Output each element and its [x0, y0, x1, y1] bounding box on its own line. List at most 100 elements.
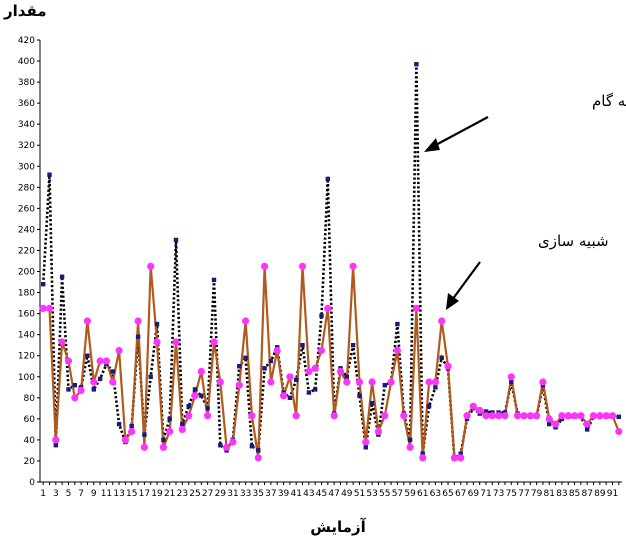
- annotation-regression-label: رگرسیون گام به گام: [592, 92, 626, 110]
- x-tick-label: 11: [101, 489, 112, 499]
- simulation-point: [589, 412, 598, 420]
- simulation-point: [381, 412, 389, 420]
- regression-point: [72, 383, 77, 388]
- regression-point: [294, 377, 299, 383]
- y-tick-label: 120: [18, 352, 35, 362]
- x-tick-label: 47: [328, 489, 339, 499]
- x-tick-label: 9: [91, 489, 97, 499]
- y-tick-label: 60: [24, 415, 36, 425]
- simulation-point: [583, 420, 591, 428]
- simulation-point: [261, 262, 269, 270]
- series-points: [39, 62, 623, 462]
- simulation-point: [545, 415, 553, 423]
- regression-point: [350, 343, 356, 348]
- x-tick-label: 69: [468, 489, 480, 499]
- simulation-point: [96, 357, 104, 365]
- regression-point: [395, 321, 400, 327]
- x-tick-label: 1: [40, 489, 46, 499]
- regression-point: [180, 421, 185, 427]
- x-tick-label: 37: [265, 489, 276, 499]
- simulation-point: [248, 412, 256, 420]
- y-axis-title: مقدار: [3, 2, 47, 20]
- simulation-point: [197, 367, 205, 376]
- annotation-simulation-arrow: [451, 261, 481, 301]
- series-regression-line: [41, 64, 619, 462]
- simulation-point: [482, 412, 490, 420]
- x-tick-labels: 1 3 5 7 9 11 13 15 17 19 21 23 25 27 29 31 33 35 37 39 41 43 4…: [40, 482, 620, 499]
- simulation-point: [368, 378, 376, 386]
- simulation-point: [254, 454, 262, 462]
- simulation-point: [153, 338, 161, 346]
- x-tick-label: 21: [164, 489, 175, 499]
- y-tick-label: 240: [18, 225, 35, 235]
- regression-point: [218, 443, 223, 448]
- x-tick-label: 81: [544, 489, 555, 499]
- y-tick-label: 420: [18, 36, 35, 46]
- regression-point: [186, 404, 191, 409]
- annotation-simulation-arrowhead: [446, 293, 459, 310]
- simulation-point: [216, 378, 224, 386]
- y-tick-label: 80: [24, 394, 36, 404]
- simulation-point: [533, 412, 541, 420]
- regression-point: [357, 393, 362, 398]
- simulation-point: [438, 317, 446, 325]
- simulation-point: [71, 394, 79, 402]
- y-tick-label: 180: [18, 289, 35, 299]
- x-tick-label: 57: [392, 489, 403, 499]
- x-tick-label: 53: [366, 489, 377, 499]
- simulation-point: [495, 412, 503, 420]
- regression-point: [458, 451, 463, 456]
- x-tick-label: 13: [113, 489, 124, 499]
- simulation-point: [558, 412, 566, 420]
- regression-point: [237, 364, 242, 369]
- x-tick-label: 75: [506, 489, 517, 499]
- regression-point: [439, 355, 444, 360]
- regression-point: [306, 390, 312, 395]
- simulation-point: [204, 412, 212, 420]
- regression-point: [243, 355, 248, 360]
- regression-point: [199, 393, 204, 398]
- simulation-point: [273, 346, 281, 355]
- regression-point: [547, 421, 552, 427]
- x-tick-label: 71: [480, 489, 491, 499]
- simulation-point: [374, 427, 382, 436]
- x-tick-label: 85: [569, 489, 580, 499]
- x-tick-label: 91: [607, 489, 618, 499]
- x-tick-label: 15: [126, 489, 137, 499]
- simulation-point: [90, 378, 98, 386]
- y-tick-label: 20: [24, 457, 36, 467]
- simulation-point: [571, 412, 579, 420]
- regression-point: [142, 432, 147, 437]
- simulation-point: [425, 378, 433, 386]
- simulation-point: [185, 412, 193, 420]
- x-tick-label: 51: [354, 489, 365, 499]
- x-tick-label: 87: [581, 489, 592, 499]
- simulation-point: [431, 378, 439, 386]
- simulation-point: [457, 454, 465, 462]
- simulation-point: [128, 427, 136, 436]
- simulation-point: [166, 427, 174, 436]
- y-tick-labels: 0 20 40 60 80 100 120 140 160 180 200 220 240 260 280 3…: [18, 36, 40, 488]
- simulation-point: [210, 338, 218, 346]
- simulation-point: [602, 412, 610, 420]
- regression-point: [85, 353, 90, 358]
- regression-point: [420, 451, 425, 456]
- simulation-point: [615, 427, 623, 436]
- y-tick-label: 40: [24, 436, 36, 446]
- simulation-point: [109, 378, 117, 386]
- simulation-point: [102, 357, 110, 365]
- simulation-point: [191, 392, 199, 400]
- simulation-point: [355, 378, 364, 386]
- regression-point: [53, 443, 58, 448]
- simulation-point: [58, 338, 66, 346]
- x-tick-label: 25: [189, 489, 200, 499]
- simulation-point: [400, 412, 408, 420]
- y-tick-label: 380: [18, 78, 35, 88]
- regression-point: [363, 445, 368, 450]
- regression-point: [135, 334, 141, 339]
- regression-point: [47, 172, 52, 177]
- simulation-point: [362, 438, 370, 446]
- regression-point: [433, 385, 438, 390]
- x-tick-label: 7: [78, 489, 84, 499]
- x-tick-label: 29: [215, 489, 227, 499]
